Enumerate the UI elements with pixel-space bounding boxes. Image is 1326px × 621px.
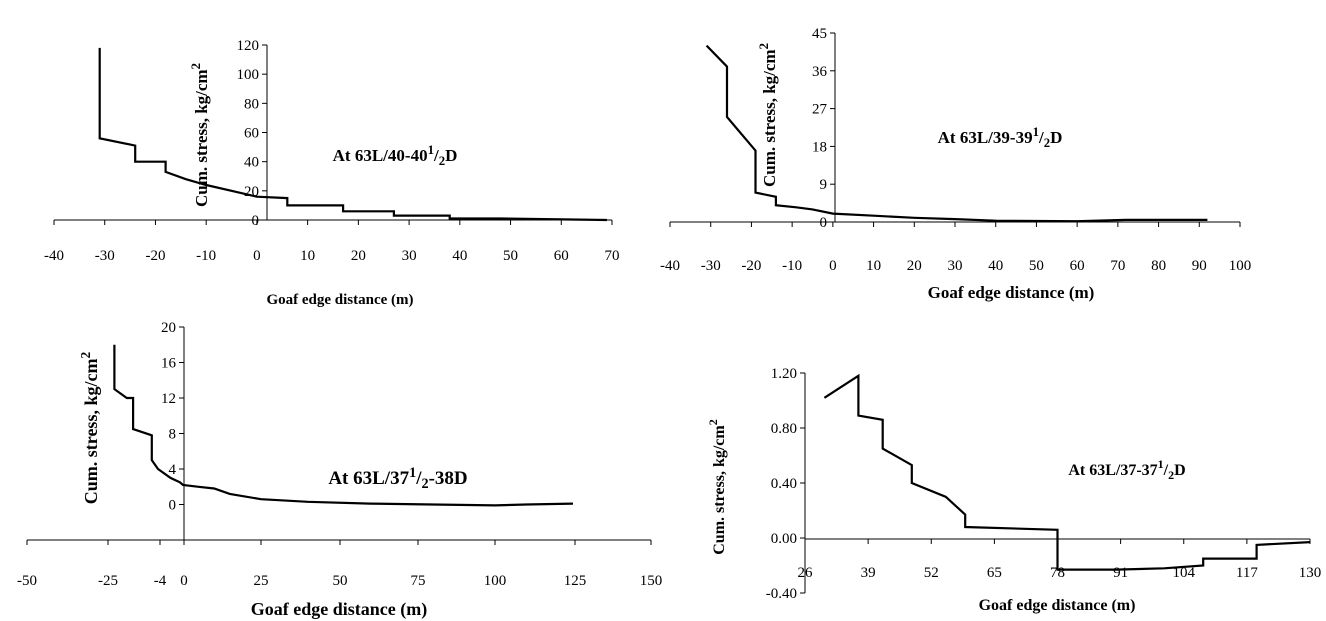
x-tick-label: 125: [564, 573, 587, 589]
y-tick-label: 18: [812, 139, 827, 155]
y-tick-label: 0.40: [771, 476, 797, 492]
x-tick-label: -50: [17, 573, 37, 589]
y-tick-label: 0: [252, 213, 260, 229]
x-tick-label: -40: [660, 258, 680, 274]
x-tick-label: -30: [701, 258, 721, 274]
y-tick-label: 100: [237, 67, 260, 83]
x-tick-label: -20: [741, 258, 761, 274]
y-tick-label: 27: [812, 102, 828, 118]
x-tick-label: -40: [44, 248, 64, 264]
x-tick-label: 91: [1113, 565, 1128, 581]
x-tick-label: 117: [1236, 565, 1258, 581]
x-axis-label: Goaf edge distance (m): [251, 599, 427, 620]
x-tick-label: 25: [254, 573, 269, 589]
x-tick-label: 65: [987, 565, 1002, 581]
chart-bottom-right: 26 39 52 65 78 91 104 117 130-0.400.000.400.801.…: [706, 366, 1321, 614]
x-tick-label: -25: [98, 573, 118, 589]
series-line: [705, 44, 1208, 223]
x-tick-label: 20: [907, 258, 922, 274]
y-tick-label: 0: [169, 498, 177, 514]
y-axis-label: Cum. stress, kg/cm2: [706, 419, 728, 554]
x-tick-label: 60: [1070, 258, 1085, 274]
y-axis-label: Cum. stress, kg/cm2: [78, 352, 101, 505]
x-tick-label: -10: [782, 258, 802, 274]
x-tick-label: 0: [829, 258, 837, 274]
x-tick-label: 26: [798, 565, 814, 581]
y-tick-label: 0.80: [771, 421, 797, 437]
y-tick-label: 45: [812, 26, 827, 42]
x-tick-label: 130: [1299, 565, 1322, 581]
x-tick-label: 75: [411, 573, 426, 589]
x-tick-label: 50: [333, 573, 348, 589]
x-tick-label: -4: [154, 573, 167, 589]
x-tick-label: 90: [1192, 258, 1207, 274]
x-tick-label: 70: [1110, 258, 1125, 274]
series-line: [98, 47, 607, 222]
x-tick-label: 50: [1029, 258, 1044, 274]
y-tick-label: 16: [161, 356, 177, 372]
y-tick-label: 8: [169, 427, 177, 443]
x-tick-label: 39: [861, 565, 876, 581]
x-tick-label: 10: [300, 248, 315, 264]
x-tick-label: 40: [988, 258, 1003, 274]
x-tick-label: 100: [1229, 258, 1252, 274]
x-tick-label: 30: [402, 248, 417, 264]
x-tick-label: 150: [640, 573, 663, 589]
x-tick-label: -20: [145, 248, 165, 264]
y-tick-label: 9: [820, 177, 828, 193]
series-line: [113, 344, 574, 507]
x-axis-label: Goaf edge distance (m): [266, 292, 413, 308]
y-tick-label: 20: [161, 320, 176, 336]
y-tick-label: 0: [820, 215, 828, 231]
y-tick-label: 12: [161, 391, 176, 407]
x-tick-label: 0: [180, 573, 188, 589]
x-tick-label: 52: [924, 565, 939, 581]
x-tick-label: 20: [351, 248, 366, 264]
y-tick-label: 80: [244, 96, 259, 112]
y-tick-label: 0.00: [771, 531, 797, 547]
chart-annotation: At 63L/371/2-38D: [328, 465, 467, 492]
x-tick-label: 0: [253, 248, 261, 264]
x-tick-label: 50: [503, 248, 518, 264]
chart-bottom-left: -50 -25 -4 0 25 50 75 100 125 150 0 4 8 12 16 20 Goaf ed…: [17, 320, 662, 620]
x-axis-label: Goaf edge distance (m): [979, 597, 1136, 614]
y-tick-label: 120: [237, 38, 260, 54]
x-tick-label: -30: [95, 248, 115, 264]
x-axis-label: Goaf edge distance (m): [928, 283, 1095, 302]
chart-annotation: At 63L/40-401/2D: [333, 143, 458, 168]
y-tick-label: 40: [244, 155, 259, 171]
y-tick-label: 60: [244, 126, 259, 142]
y-tick-label: 1.20: [771, 366, 797, 382]
y-tick-label: 36: [812, 64, 828, 80]
chart-annotation: At 63L/37-371/2D: [1068, 457, 1185, 482]
chart-top-left: -40 -30 -20 -10 0 10 20 30 40 50 60 700204060801001…: [44, 38, 620, 308]
x-tick-label: 100: [484, 573, 507, 589]
y-axis-label: Cum. stress, kg/cm2: [757, 43, 779, 187]
x-tick-label: 80: [1151, 258, 1166, 274]
series-line: [823, 373, 1311, 571]
x-tick-label: 104: [1173, 565, 1196, 581]
y-tick-label: 4: [169, 462, 177, 478]
chart-top-right: -40 -30 -20 -10 0 10 20 30 40 50 60 70 80 90 100 0 9 18 27…: [660, 26, 1251, 302]
x-tick-label: 10: [866, 258, 881, 274]
x-tick-label: 30: [948, 258, 963, 274]
x-tick-label: 60: [554, 248, 569, 264]
y-tick-label: -0.40: [766, 586, 797, 602]
x-tick-label: 70: [605, 248, 620, 264]
x-tick-label: -10: [196, 248, 216, 264]
y-axis-label: Cum. stress, kg/cm2: [189, 63, 211, 207]
x-tick-label: 40: [452, 248, 467, 264]
chart-annotation: At 63L/39-391/2D: [938, 125, 1063, 150]
